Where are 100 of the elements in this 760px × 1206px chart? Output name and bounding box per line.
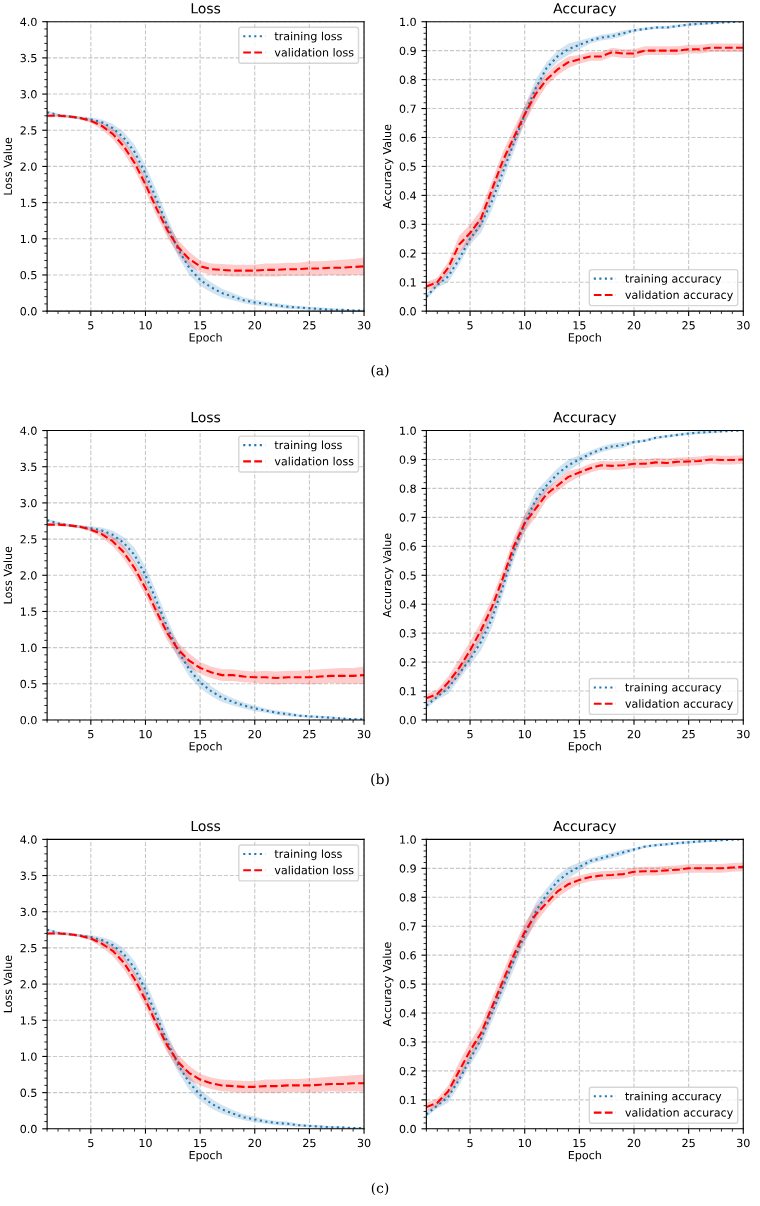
y-tick-label: 0.0 bbox=[20, 715, 37, 725]
x-tick-label: 10 bbox=[518, 321, 532, 330]
x-axis-title: Epoch bbox=[568, 333, 601, 344]
x-tick-label: 30 bbox=[357, 729, 371, 739]
x-axis-title: Epoch bbox=[189, 741, 222, 753]
y-tick-label: 1.0 bbox=[400, 835, 416, 844]
legend-label: training accuracy bbox=[625, 682, 722, 694]
y-tick-label: 0.3 bbox=[399, 220, 416, 229]
y-tick-label: 0.0 bbox=[399, 307, 416, 316]
y-tick-label: 0.9 bbox=[399, 46, 416, 56]
x-tick-label: 10 bbox=[139, 321, 152, 330]
y-tick-label: 0.6 bbox=[399, 951, 416, 960]
y-tick-label: 0.5 bbox=[399, 571, 416, 580]
y-tick-label: 0.2 bbox=[399, 658, 416, 667]
y-tick-label: 0.8 bbox=[399, 484, 416, 493]
x-tick-label: 10 bbox=[139, 1138, 152, 1148]
y-tick-label: 0.2 bbox=[399, 1066, 416, 1076]
y-tick-label: 1.5 bbox=[20, 607, 37, 616]
y-tick-label: 0.3 bbox=[399, 629, 416, 638]
y-tick-label: 0.7 bbox=[399, 513, 416, 522]
y-tick-label: 1.5 bbox=[20, 198, 37, 207]
y-tick-label: 0.8 bbox=[399, 893, 416, 902]
x-tick-label: 5 bbox=[88, 730, 94, 739]
x-tick-label: 25 bbox=[303, 321, 316, 330]
y-tick-label: 0.5 bbox=[20, 679, 37, 689]
x-axis-title: Epoch bbox=[189, 333, 222, 344]
x-tick-label: 25 bbox=[682, 729, 695, 739]
y-tick-label: 0.0 bbox=[399, 1124, 416, 1134]
chart-title: Loss bbox=[191, 820, 221, 832]
x-tick-label: 20 bbox=[627, 321, 641, 330]
y-tick-label: 0.6 bbox=[399, 133, 416, 142]
y-tick-label: 1.0 bbox=[400, 17, 416, 27]
y-tick-label: 0.3 bbox=[399, 1037, 416, 1047]
text: (c) bbox=[371, 1182, 389, 1196]
y-tick-label: 1.0 bbox=[20, 643, 37, 652]
x-tick-label: 15 bbox=[194, 730, 207, 739]
y-tick-label: 0.0 bbox=[20, 307, 37, 316]
x-tick-label: 20 bbox=[627, 1138, 641, 1148]
x-tick-label: 25 bbox=[682, 1138, 695, 1148]
y-tick-label: 0.1 bbox=[399, 1095, 416, 1105]
x-axis-title: Epoch bbox=[568, 1150, 601, 1162]
y-axis-title: Loss Value bbox=[3, 955, 13, 1013]
y-tick-label: 0.9 bbox=[399, 455, 416, 464]
y-tick-label: 4.0 bbox=[20, 17, 37, 27]
legend-label: training loss bbox=[274, 31, 342, 43]
legend-label: validation accuracy bbox=[625, 290, 733, 302]
x-tick-label: 10 bbox=[518, 729, 532, 739]
y-tick-label: 0.1 bbox=[399, 278, 416, 287]
x-tick-label: 5 bbox=[88, 321, 94, 330]
y-axis-title: Accuracy Value bbox=[382, 942, 394, 1027]
y-tick-label: 1.0 bbox=[20, 1052, 37, 1061]
y-axis-title: Loss Value bbox=[3, 546, 13, 604]
chart-title: Accuracy bbox=[553, 820, 617, 834]
x-tick-label: 30 bbox=[737, 321, 750, 330]
legend-label: validation loss bbox=[274, 48, 354, 57]
x-tick-label: 30 bbox=[737, 1138, 750, 1148]
legend-label: validation accuracy bbox=[625, 1108, 733, 1119]
y-tick-label: 2.5 bbox=[20, 535, 37, 544]
y-axis-title: Accuracy Value bbox=[382, 533, 394, 618]
x-tick-label: 10 bbox=[518, 1138, 532, 1148]
y-tick-label: 1.0 bbox=[20, 234, 37, 244]
y-tick-label: 0.8 bbox=[399, 75, 416, 84]
x-tick-label: 25 bbox=[682, 321, 695, 330]
text: (a) bbox=[371, 364, 389, 378]
legend-label: validation loss bbox=[274, 456, 354, 466]
x-tick-label: 10 bbox=[139, 729, 152, 739]
x-tick-label: 5 bbox=[88, 1138, 94, 1148]
y-tick-label: 4.0 bbox=[20, 426, 37, 435]
y-tick-label: 2.0 bbox=[20, 980, 37, 989]
y-tick-label: 0.2 bbox=[399, 249, 416, 258]
y-tick-label: 3.5 bbox=[20, 462, 37, 472]
legend-label: training accuracy bbox=[625, 1091, 722, 1103]
y-tick-label: 0.4 bbox=[399, 191, 417, 200]
y-tick-label: 0.5 bbox=[20, 270, 37, 280]
chart-title: Accuracy bbox=[553, 412, 617, 426]
y-tick-label: 0.6 bbox=[399, 542, 416, 551]
y-tick-label: 2.5 bbox=[20, 943, 37, 953]
x-tick-label: 15 bbox=[573, 730, 586, 739]
legend-label: training loss bbox=[274, 849, 342, 861]
legend-label: training loss bbox=[274, 440, 342, 452]
y-tick-label: 3.5 bbox=[20, 53, 37, 63]
y-tick-label: 3.0 bbox=[20, 498, 37, 508]
x-tick-label: 30 bbox=[357, 1138, 371, 1148]
x-tick-label: 30 bbox=[357, 321, 371, 330]
x-tick-label: 15 bbox=[573, 1138, 586, 1148]
y-tick-label: 0.5 bbox=[399, 980, 416, 989]
y-tick-label: 1.5 bbox=[20, 1016, 37, 1025]
y-tick-label: 0.5 bbox=[20, 1088, 37, 1098]
x-tick-label: 5 bbox=[467, 730, 473, 739]
y-tick-label: 0.4 bbox=[399, 1009, 417, 1018]
y-axis-title: Loss Value bbox=[3, 137, 13, 195]
y-tick-label: 0.7 bbox=[399, 104, 416, 113]
x-tick-label: 20 bbox=[627, 729, 641, 739]
y-tick-label: 0.5 bbox=[399, 162, 416, 171]
legend-label: validation loss bbox=[274, 865, 354, 875]
x-tick-label: 5 bbox=[467, 1138, 473, 1148]
chart-title: Loss bbox=[191, 412, 221, 423]
x-tick-label: 20 bbox=[248, 729, 262, 739]
y-tick-label: 3.0 bbox=[20, 907, 37, 917]
x-tick-label: 20 bbox=[248, 1138, 262, 1148]
